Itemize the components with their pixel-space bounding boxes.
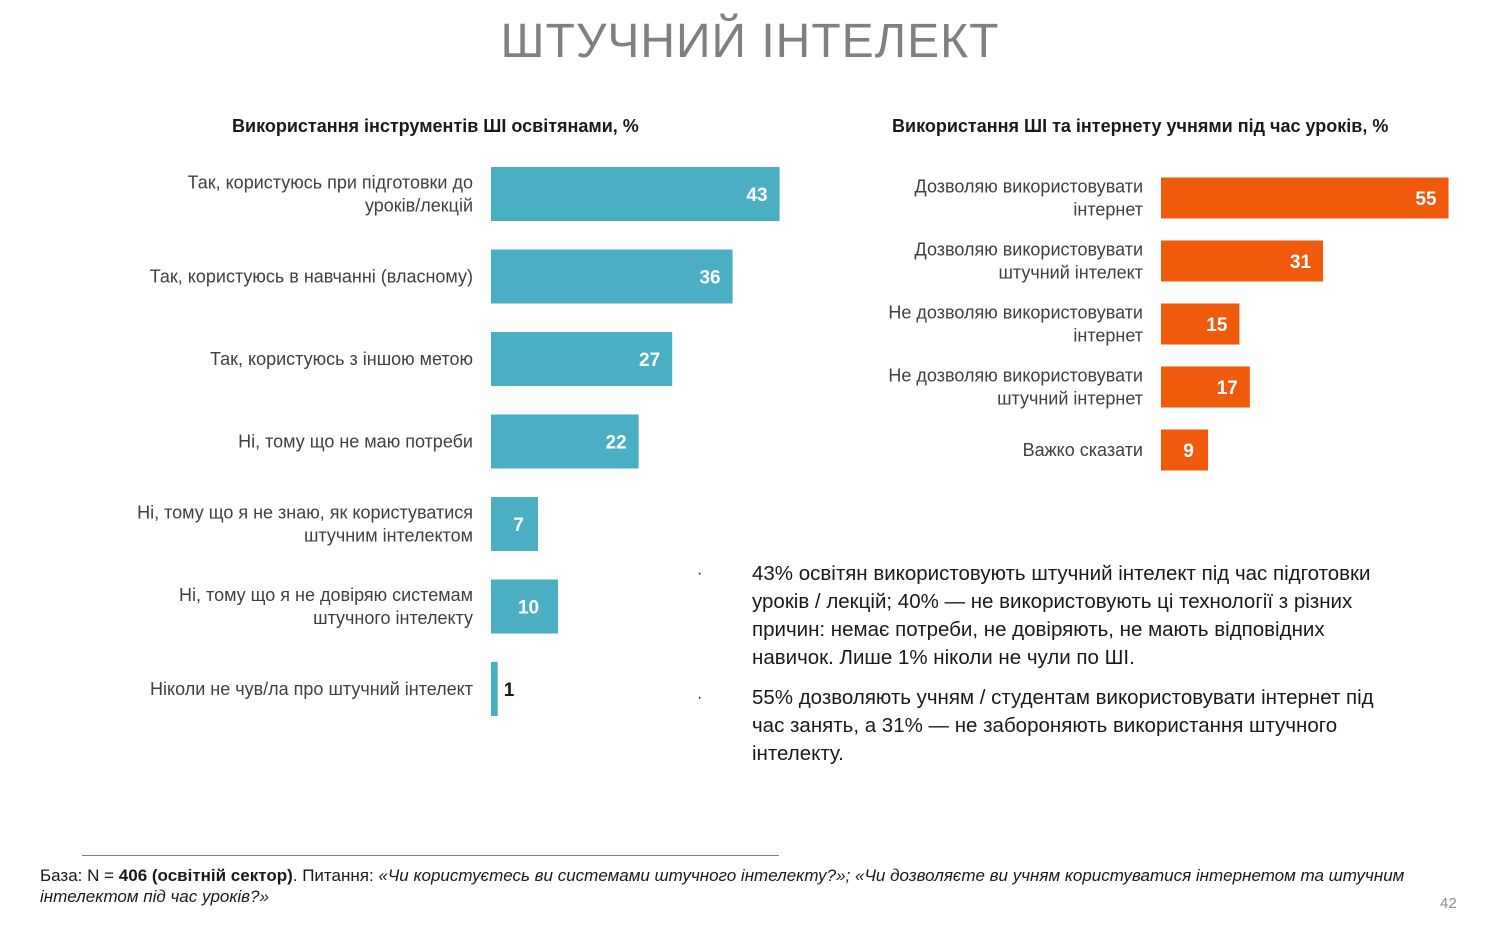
category-label: уроків/лекцій [365,196,473,216]
bar [1161,303,1240,345]
footnote-base-and-question: База: N = 406 (освітній сектор). Питання… [40,865,1460,907]
category-label: Дозволяю використовувати [915,240,1143,260]
value-label: 1 [504,680,515,701]
category-label: штучного інтелекту [313,608,473,628]
value-label: 22 [606,433,627,454]
footer-divider [82,855,779,856]
category-label: штучний інтернет [997,389,1143,409]
footnote-question-text: «Чи користуєтесь ви системами штучного і… [40,866,1405,906]
bar-chart-educators-ai-use: Так, користуюсь при підготовки до уроків/… [137,167,780,716]
category-label: інтернет [1073,326,1143,346]
bar [1161,177,1449,219]
category-label: Не дозволяю використовувати [888,303,1143,323]
category-label: Ні, тому що я не знаю, як користуватися [137,503,473,523]
summary-bullet-text: 55% дозволяють учням / студентам викорис… [752,686,1374,765]
category-label: Так, користуюсь з іншою метою [210,349,473,369]
category-label: Так, користуюсь при підготовки до [188,173,473,193]
page-title: ШТУЧНИЙ ІНТЕЛЕКТ [500,15,1000,68]
bullet-marker: · [697,565,703,582]
footnote-base-prefix: База: N = [40,866,119,885]
category-label: Не дозволяю використовувати [888,366,1143,386]
category-label: Ніколи не чув/ла про штучний інтелект [150,679,473,699]
footnote-question-prefix: . Питання: [292,866,379,885]
summary-bullet-list: · 43% освітян використовують штучний інт… [694,560,1394,780]
value-label: 27 [639,350,660,371]
bar [491,249,733,304]
summary-bullet-item: · 55% дозволяють учням / студентам викор… [694,684,1394,768]
summary-bullet-item: · 43% освітян використовують штучний інт… [694,560,1394,672]
value-label: 17 [1217,378,1238,399]
bullet-marker: · [697,689,703,706]
category-label: Дозволяю використовувати [915,177,1143,197]
bar [491,332,673,386]
category-label: Так, користуюсь в навчанні (власному) [150,267,473,287]
category-label: Важко сказати [1023,440,1143,460]
bar [491,579,559,634]
value-label: 31 [1290,252,1312,273]
category-label: штучним інтелектом [304,526,473,546]
chart-title-students-ai-internet-use: Використання ШІ та інтернету учнями під … [892,116,1389,136]
bar-chart-students-ai-internet-use: Дозволяю використовувати інтернет 55 Дозвол… [888,177,1449,471]
bar [491,414,639,469]
value-label: 9 [1183,441,1194,462]
bar [491,167,780,221]
bar [491,662,498,716]
bar [1161,366,1250,408]
category-label: Ні, тому що не маю потреби [238,432,473,452]
value-label: 36 [699,268,720,289]
category-label: інтернет [1073,200,1143,220]
summary-bullet-text: 43% освітян використовують штучний інтел… [752,562,1371,669]
category-label: штучний інтелект [998,263,1143,283]
value-label: 43 [746,185,767,206]
value-label: 10 [518,598,539,619]
value-label: 15 [1206,315,1228,336]
page-number: 42 [1440,895,1457,912]
chart-title-educators-ai-use: Використання інструментів ШІ освітянами,… [232,116,639,136]
bar [1161,240,1324,282]
bar [491,497,538,551]
value-label: 7 [513,515,524,536]
footnote-base-value: 406 (освітній сектор) [118,866,293,885]
value-label: 55 [1415,189,1437,210]
category-label: Ні, тому що я не довіряю системам [179,585,473,605]
bar [1161,429,1209,471]
